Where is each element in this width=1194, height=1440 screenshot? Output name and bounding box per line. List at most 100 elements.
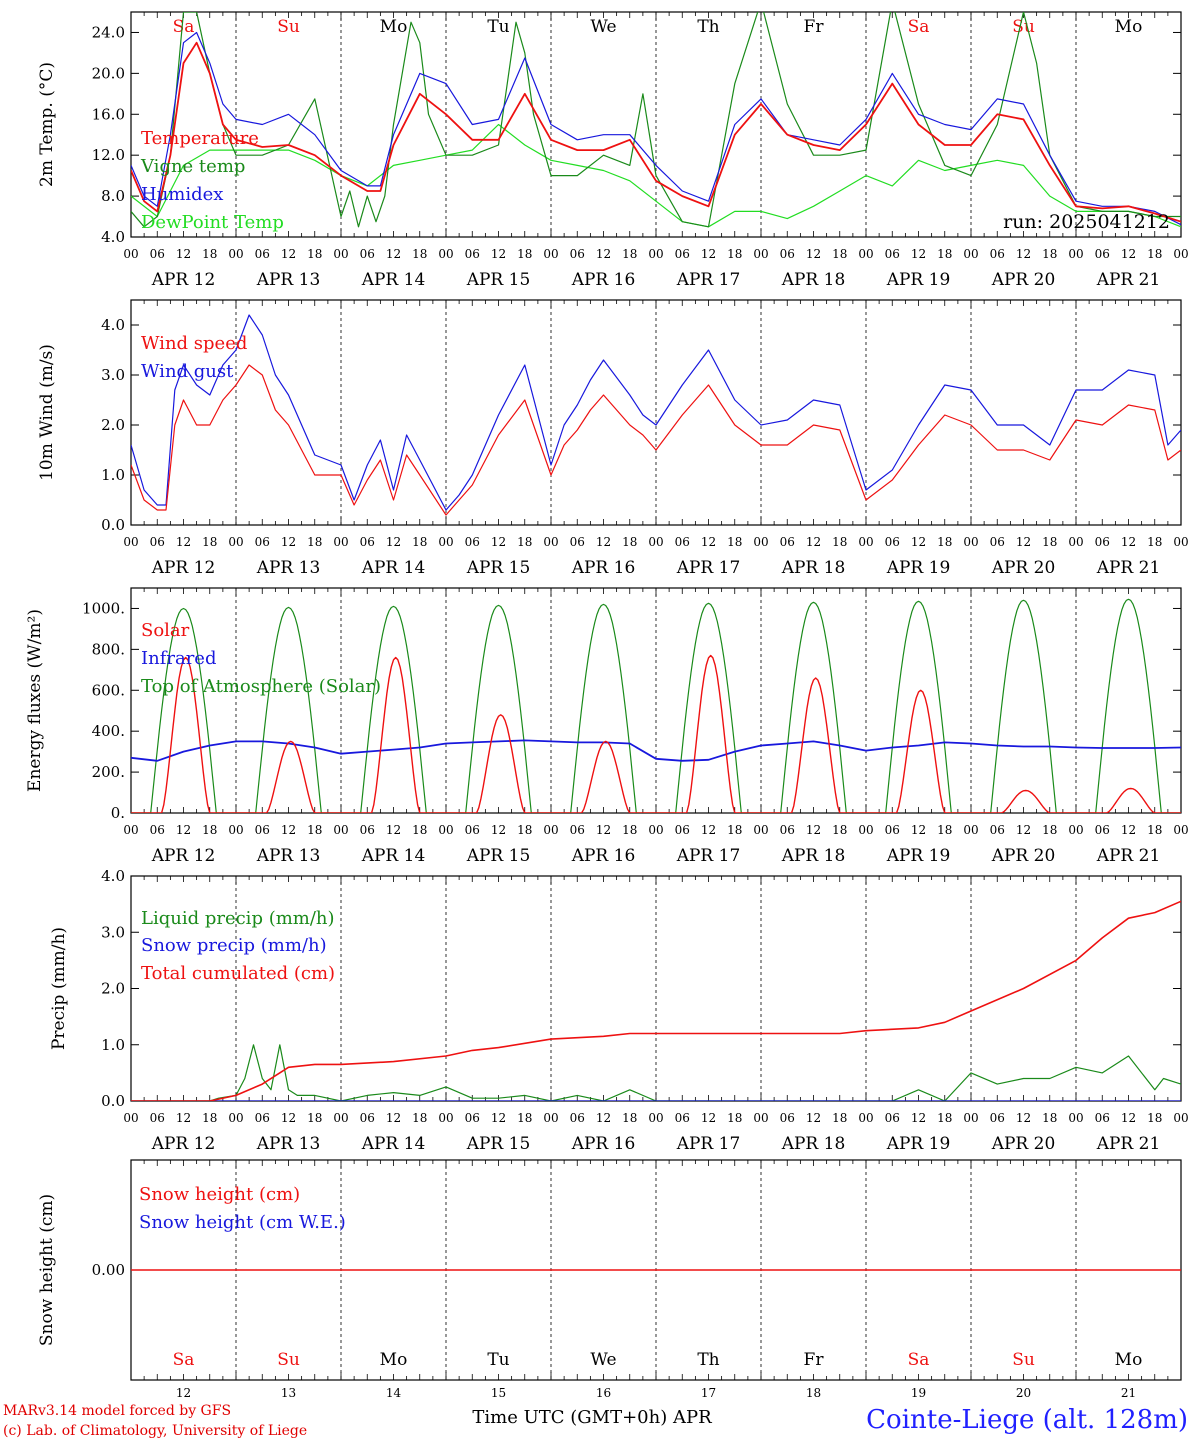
series-solar-line bbox=[131, 654, 1181, 813]
run-label: run: 2025041212 bbox=[1003, 211, 1170, 233]
date-tick-label: APR 20 bbox=[991, 558, 1056, 578]
day-of-week-label: Th bbox=[697, 1350, 719, 1370]
hour-tick-label: 18 bbox=[622, 247, 637, 261]
hour-tick-label: 00 bbox=[1173, 1111, 1188, 1125]
date-tick-label: APR 12 bbox=[151, 270, 216, 290]
hour-tick-label: 12 bbox=[806, 1111, 821, 1125]
hour-tick-label: 00 bbox=[753, 535, 768, 549]
hour-tick-label: 12 bbox=[596, 823, 611, 837]
hour-tick-label: 06 bbox=[675, 535, 690, 549]
hour-tick-label: 00 bbox=[648, 247, 663, 261]
date-tick-label: APR 17 bbox=[676, 1134, 741, 1154]
hour-tick-label: 00 bbox=[858, 247, 873, 261]
hour-tick-label: 06 bbox=[360, 823, 375, 837]
series-dewpoint-line bbox=[131, 123, 1181, 228]
hour-tick-label: 18 bbox=[412, 247, 427, 261]
hour-tick-label: 06 bbox=[255, 1111, 270, 1125]
y-tick-label: 3.0 bbox=[101, 923, 125, 941]
y-tick-label: 8.0 bbox=[101, 187, 125, 205]
date-tick-label: APR 19 bbox=[886, 558, 951, 578]
day-of-week-label: Mo bbox=[1115, 17, 1143, 37]
hour-tick-label: 00 bbox=[228, 823, 243, 837]
y-tick-label: 3.0 bbox=[101, 366, 125, 384]
day-number-label: 17 bbox=[701, 1386, 716, 1400]
day-of-week-label: Th bbox=[697, 17, 719, 37]
hour-tick-label: 18 bbox=[202, 823, 217, 837]
legend-energy: Solar Infrared Top of Atmosphere (Solar) bbox=[141, 620, 381, 697]
hour-tick-label: 00 bbox=[1173, 823, 1188, 837]
day-number-label: 12 bbox=[176, 1386, 191, 1400]
hour-tick-label: 12 bbox=[1121, 1111, 1136, 1125]
date-tick-label: APR 13 bbox=[256, 846, 321, 866]
hour-tick-label: 18 bbox=[937, 1111, 952, 1125]
hour-tick-label: 06 bbox=[780, 1111, 795, 1125]
hour-tick-label: 18 bbox=[517, 535, 532, 549]
hour-tick-label: 12 bbox=[806, 535, 821, 549]
hour-tick-label: 18 bbox=[1042, 1111, 1057, 1125]
hour-tick-label: 12 bbox=[281, 1111, 296, 1125]
footer: MARv3.14 model forced by GFS (c) Lab. of… bbox=[3, 1403, 1188, 1439]
hour-tick-label: 00 bbox=[858, 823, 873, 837]
hour-tick-label: 12 bbox=[701, 823, 716, 837]
date-tick-label: APR 12 bbox=[151, 558, 216, 578]
hour-tick-label: 00 bbox=[1173, 247, 1188, 261]
footer-lab-credit: (c) Lab. of Climatology, University of L… bbox=[3, 1423, 307, 1439]
hour-tick-label: 18 bbox=[1042, 247, 1057, 261]
hour-tick-label: 18 bbox=[622, 1111, 637, 1125]
date-tick-label: APR 17 bbox=[676, 270, 741, 290]
hour-tick-label: 18 bbox=[412, 1111, 427, 1125]
hour-tick-label: 12 bbox=[1016, 1111, 1031, 1125]
hour-tick-label: 06 bbox=[570, 823, 585, 837]
series-infrared-line bbox=[131, 739, 1181, 762]
station-name: Cointe-Liege (alt. 128m) bbox=[866, 1405, 1188, 1435]
hour-tick-label: 18 bbox=[937, 247, 952, 261]
legend-wind-gust-entry: Wind gust bbox=[141, 361, 234, 382]
y-tick-label: 2.0 bbox=[101, 980, 125, 998]
hour-tick-label: 12 bbox=[281, 247, 296, 261]
legend-snow-height-entry: Snow height (cm) bbox=[139, 1184, 300, 1205]
date-tick-label: APR 15 bbox=[466, 558, 531, 578]
y-axis-label: 10m Wind (m/s) bbox=[37, 344, 57, 481]
hour-tick-label: 12 bbox=[911, 823, 926, 837]
hour-tick-label: 00 bbox=[1068, 1111, 1083, 1125]
hour-tick-label: 00 bbox=[123, 535, 138, 549]
y-tick-label: 0. bbox=[111, 804, 125, 822]
hour-tick-label: 06 bbox=[360, 535, 375, 549]
day-number-label: 20 bbox=[1016, 1386, 1031, 1400]
hour-tick-label: 06 bbox=[990, 535, 1005, 549]
legend-snow-precip-entry: Snow precip (mm/h) bbox=[141, 935, 327, 956]
y-tick-label: 1.0 bbox=[101, 1036, 125, 1054]
hour-tick-label: 12 bbox=[596, 535, 611, 549]
hour-tick-label: 00 bbox=[333, 247, 348, 261]
series-temperature-line bbox=[131, 41, 1181, 223]
hour-tick-label: 18 bbox=[202, 1111, 217, 1125]
day-of-week-label: Su bbox=[1012, 1350, 1035, 1370]
day-number-label: 13 bbox=[281, 1386, 296, 1400]
hour-tick-label: 18 bbox=[517, 247, 532, 261]
hour-tick-label: 18 bbox=[1147, 1111, 1162, 1125]
hour-tick-label: 18 bbox=[727, 1111, 742, 1125]
hour-tick-label: 00 bbox=[753, 1111, 768, 1125]
legend-snow: Snow height (cm) Snow height (cm W.E.) bbox=[139, 1184, 346, 1233]
hour-tick-label: 12 bbox=[386, 1111, 401, 1125]
footer-model-credit: MARv3.14 model forced by GFS bbox=[3, 1403, 231, 1419]
hour-tick-label: 06 bbox=[360, 1111, 375, 1125]
legend-solar-entry: Solar bbox=[141, 620, 190, 641]
hour-tick-label: 00 bbox=[753, 823, 768, 837]
date-tick-label: APR 20 bbox=[991, 270, 1056, 290]
hour-tick-label: 18 bbox=[832, 247, 847, 261]
day-of-week-label: Tu bbox=[487, 17, 509, 37]
hour-tick-label: 12 bbox=[911, 1111, 926, 1125]
hour-tick-label: 18 bbox=[307, 535, 322, 549]
panel-border bbox=[130, 587, 1182, 814]
hour-tick-label: 18 bbox=[1147, 535, 1162, 549]
date-tick-label: APR 21 bbox=[1096, 846, 1161, 866]
hour-tick-label: 18 bbox=[937, 823, 952, 837]
day-of-week-label: Sa bbox=[173, 17, 195, 37]
date-tick-label: APR 14 bbox=[361, 558, 426, 578]
legend-total-cumulated-entry: Total cumulated (cm) bbox=[141, 963, 335, 984]
hour-tick-label: 06 bbox=[885, 1111, 900, 1125]
day-of-week-label: We bbox=[590, 17, 616, 37]
day-number-label: 14 bbox=[386, 1386, 402, 1400]
date-tick-label: APR 18 bbox=[781, 270, 846, 290]
